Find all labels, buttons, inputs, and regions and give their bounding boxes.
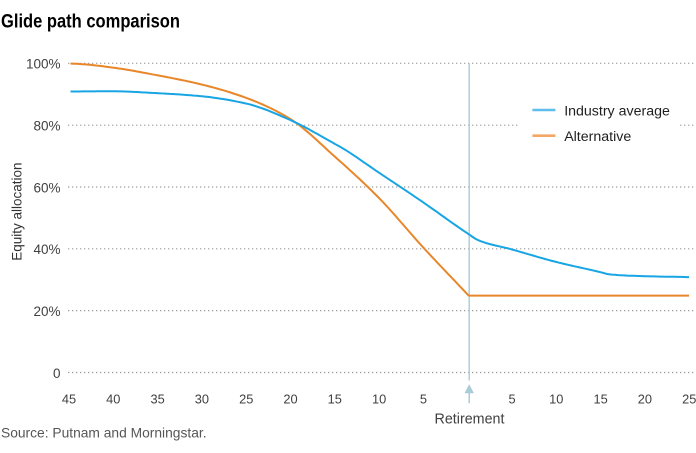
svg-text:10: 10: [549, 391, 563, 406]
svg-text:25: 25: [682, 391, 696, 406]
svg-text:35: 35: [150, 391, 164, 406]
svg-text:80%: 80%: [33, 119, 60, 134]
svg-text:Alternative: Alternative: [564, 129, 631, 145]
svg-text:100%: 100%: [26, 57, 61, 72]
svg-text:15: 15: [328, 391, 342, 406]
svg-text:15: 15: [593, 391, 607, 406]
svg-text:Retirement: Retirement: [435, 411, 505, 427]
svg-text:20: 20: [638, 391, 652, 406]
svg-text:5: 5: [420, 391, 427, 406]
svg-text:20%: 20%: [33, 304, 60, 319]
svg-text:60%: 60%: [33, 180, 60, 195]
svg-text:Glide path comparison: Glide path comparison: [1, 11, 180, 32]
svg-text:40: 40: [106, 391, 120, 406]
svg-text:10: 10: [372, 391, 386, 406]
svg-text:20: 20: [283, 391, 297, 406]
svg-text:0: 0: [53, 366, 61, 381]
svg-text:25: 25: [239, 391, 253, 406]
svg-text:Industry average: Industry average: [564, 103, 670, 119]
svg-text:Source: Putnam and Morningstar: Source: Putnam and Morningstar.: [1, 426, 207, 441]
svg-text:40%: 40%: [33, 242, 60, 257]
svg-text:45: 45: [62, 391, 76, 406]
svg-text:Equity allocation: Equity allocation: [9, 162, 24, 260]
svg-text:5: 5: [508, 391, 515, 406]
svg-text:30: 30: [195, 391, 209, 406]
